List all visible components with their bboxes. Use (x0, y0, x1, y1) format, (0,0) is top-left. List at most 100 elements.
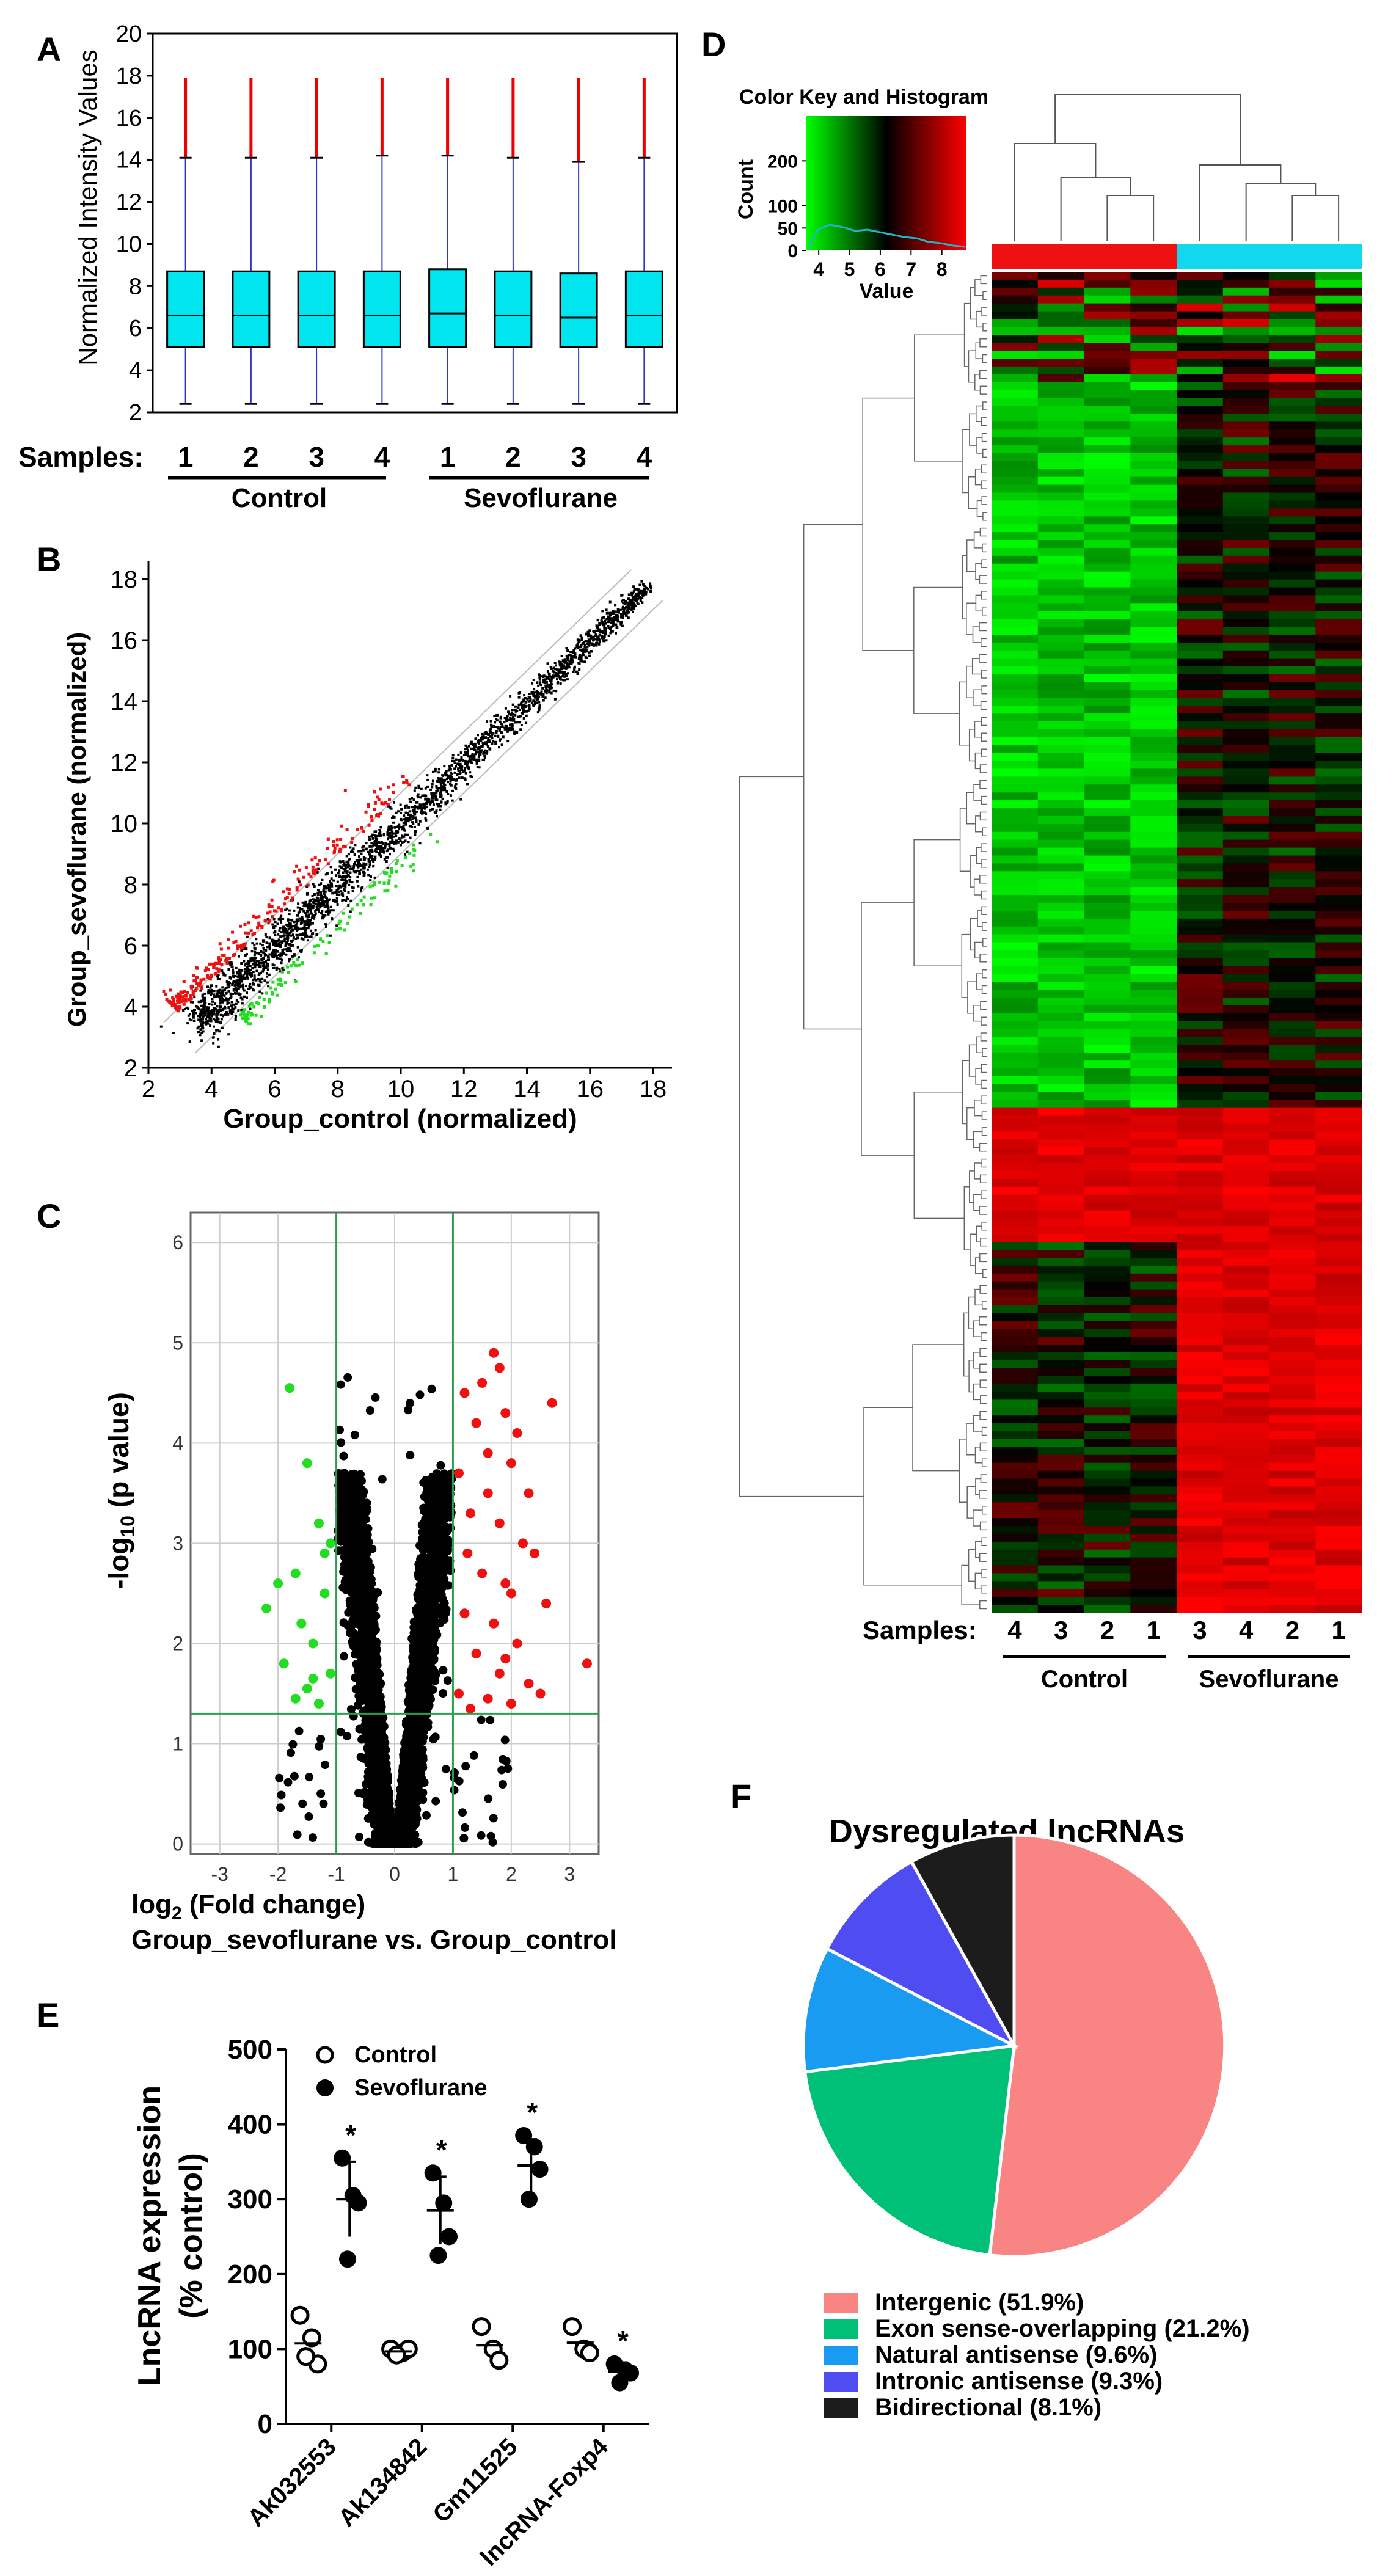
heatmap-cell (1130, 1494, 1177, 1503)
heatmap-cell (1037, 272, 1085, 280)
panel-a-sample-number: 1 (440, 441, 456, 473)
heatmap-cell (1084, 1100, 1131, 1109)
heatmap-cell (1037, 847, 1085, 856)
heatmap-cell (1037, 1178, 1085, 1188)
heatmap-cell (1084, 1321, 1131, 1329)
heatmap-cell (992, 1281, 1039, 1290)
heatmap-cell (1177, 287, 1224, 296)
heatmap-cell (1037, 737, 1085, 746)
heatmap-cell (1269, 437, 1316, 446)
heatmap-cell (1084, 792, 1131, 801)
heatmap-cell (1037, 508, 1085, 517)
heatmap-cell (1222, 453, 1270, 462)
heatmap-cell (992, 476, 1039, 486)
heatmap-cell (1037, 1605, 1085, 1613)
heatmap-cell (1037, 437, 1085, 446)
heatmap-cell (992, 1068, 1039, 1077)
pie-legend-label: Intergenic (51.9%) (875, 2289, 1084, 2316)
heatmap-cell (1222, 792, 1270, 801)
heatmap-cell (1037, 627, 1085, 635)
heatmap-cell (1315, 1289, 1362, 1298)
heatmap-cell (1130, 555, 1177, 564)
heatmap-cell (1130, 1029, 1177, 1037)
heatmap-cell (992, 421, 1039, 430)
heatmap-cell (1269, 1194, 1316, 1203)
heatmap-cell (992, 910, 1039, 919)
heatmap-cell (1222, 445, 1270, 454)
heatmap-cell (1315, 374, 1362, 383)
heatmap-cell (1130, 1392, 1177, 1400)
heatmap-cell (1177, 1250, 1224, 1258)
heatmap-cell (1130, 863, 1177, 872)
heatmap-cell (1037, 1005, 1085, 1014)
heatmap-cell (1222, 1565, 1270, 1574)
heatmap-cell (1130, 808, 1177, 817)
heatmap-cell (1084, 1068, 1131, 1077)
panel-b-upregulated-points (162, 775, 411, 1013)
heatmap-cell (1269, 414, 1316, 422)
heatmap-cell (992, 768, 1039, 777)
heatmap-cell (1177, 595, 1224, 604)
pie-legend-label: Bidirectional (8.1%) (875, 2394, 1101, 2421)
heatmap-cell (1222, 1415, 1270, 1424)
column-dendrogram (1014, 94, 1340, 241)
heatmap-cell (1037, 1462, 1085, 1472)
heatmap-cell (1315, 311, 1362, 320)
pie-legend: Intergenic (51.9%)Exon sense-overlapping… (824, 2289, 1250, 2421)
heatmap-cell (992, 445, 1039, 454)
heatmap-cell (1084, 390, 1131, 399)
heatmap-cell (1177, 1068, 1224, 1077)
heatmap-cell (992, 721, 1039, 730)
heatmap-cell (1177, 1210, 1224, 1219)
heatmap-cell (992, 1533, 1039, 1542)
heatmap-cell (1222, 1123, 1270, 1132)
heatmap-cell (1269, 674, 1316, 682)
heatmap-cell (1130, 1178, 1177, 1188)
heatmap-cell (1222, 1258, 1270, 1266)
heatmap-cell (1222, 1337, 1270, 1345)
heatmap-cell (1177, 1281, 1224, 1290)
heatmap-cell (1315, 1281, 1362, 1290)
heatmap-cell (1037, 942, 1085, 950)
heatmap-cell (1037, 1510, 1085, 1519)
heatmap-cell (992, 1045, 1039, 1053)
panel-b-xtick-label: 8 (331, 1076, 345, 1103)
heatmap-cell (1037, 1045, 1085, 1053)
heatmap-cell (1177, 1100, 1224, 1109)
heatmap-cell (1177, 674, 1224, 682)
panel-c-upregulated-point (483, 1693, 493, 1704)
heatmap-cell (1177, 650, 1224, 659)
heatmap-cell (1315, 1076, 1362, 1085)
heatmap-cell (1315, 1123, 1362, 1132)
heatmap-cell (1315, 1494, 1362, 1503)
panel-e-ytick-label: 300 (228, 2184, 272, 2214)
heatmap-cell (1084, 1250, 1131, 1258)
heatmap-cell (992, 319, 1039, 327)
heatmap-cell (1130, 855, 1177, 864)
heatmap-cell (1315, 815, 1362, 825)
panel-c-downregulated-point (296, 1618, 307, 1629)
sevoflurane-point (338, 2250, 356, 2268)
heatmap-cell (1269, 1415, 1316, 1424)
heatmap-cell (1269, 808, 1316, 817)
heatmap-cell (1269, 895, 1316, 903)
legend-sevoflurane-marker (316, 2079, 334, 2096)
heatmap-cell (1315, 1447, 1362, 1456)
heatmap-cell (1084, 398, 1131, 407)
heatmap-cell (1084, 1478, 1131, 1487)
heatmap-cell (1315, 1092, 1362, 1101)
heatmap-cell (1084, 1518, 1131, 1527)
heatmap-cell (1269, 1305, 1316, 1313)
heatmap-cell (1222, 1447, 1270, 1456)
heatmap-cell (1084, 847, 1131, 856)
heatmap-cell (992, 706, 1039, 714)
sevoflurane-point (334, 2149, 351, 2167)
heatmap-cell (1130, 272, 1177, 280)
heatmap-cell (1222, 1076, 1270, 1085)
heatmap-cell (1177, 966, 1224, 974)
heatmap-cell (1130, 847, 1177, 856)
pie-legend-swatch (824, 2346, 858, 2365)
heatmap-cell (1315, 1194, 1362, 1203)
heatmap-cell (992, 1581, 1039, 1589)
heatmap-cell (1315, 1250, 1362, 1258)
